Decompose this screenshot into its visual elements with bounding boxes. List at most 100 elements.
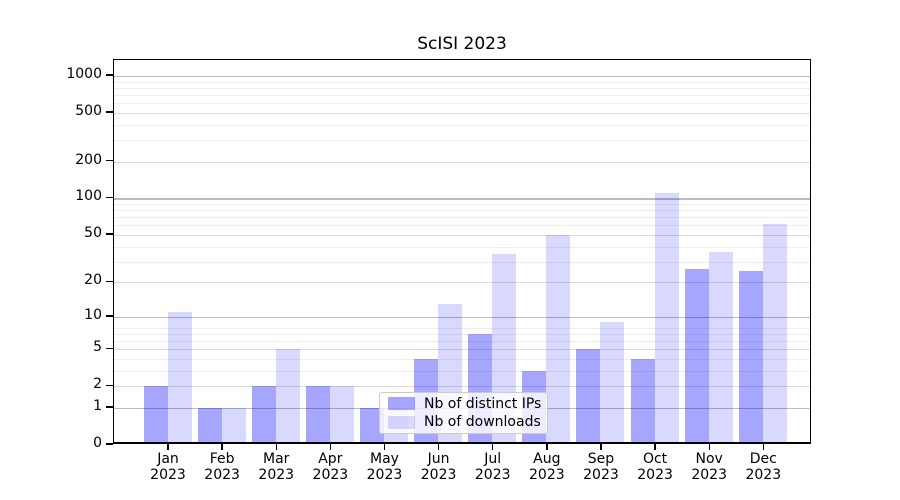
gridline bbox=[114, 349, 810, 351]
bar-distinct-ips bbox=[251, 386, 276, 442]
bar-downloads bbox=[600, 322, 625, 442]
bar-downloads bbox=[708, 252, 733, 442]
x-axis-tick bbox=[329, 444, 332, 450]
gridline bbox=[114, 261, 810, 263]
y-axis-tick-label: 10 bbox=[84, 306, 102, 323]
x-axis-tick bbox=[383, 444, 386, 450]
gridline bbox=[114, 217, 810, 219]
bar-distinct-ips bbox=[576, 349, 601, 442]
x-axis-tick bbox=[167, 444, 169, 450]
x-axis-tick-label: Mar 2023 bbox=[246, 451, 306, 483]
bar-distinct-ips bbox=[630, 359, 655, 442]
x-label-year: 2023 bbox=[637, 466, 673, 483]
y-axis-tick-label: 20 bbox=[84, 272, 102, 289]
legend-swatch-downloads bbox=[388, 415, 415, 429]
x-label-month: Jul bbox=[484, 451, 502, 467]
gridline bbox=[114, 81, 810, 83]
gridline bbox=[114, 210, 810, 212]
x-label-year: 2023 bbox=[258, 466, 295, 483]
gridline bbox=[114, 75, 810, 78]
gridline bbox=[114, 316, 810, 319]
legend-label-distinct-ips: Nb of distinct IPs bbox=[424, 395, 542, 412]
x-label-month: Mar bbox=[263, 451, 290, 467]
y-axis-tick-label: 1000 bbox=[66, 65, 102, 82]
y-axis-tick-label: 5 bbox=[93, 339, 102, 356]
x-axis-tick-label: Jun 2023 bbox=[409, 451, 469, 483]
y-axis-tick-label: 2 bbox=[93, 376, 102, 393]
x-label-year: 2023 bbox=[474, 466, 511, 483]
gridline bbox=[114, 103, 810, 105]
x-axis-tick bbox=[221, 444, 223, 450]
y-axis-tick bbox=[106, 160, 113, 162]
x-label-year: 2023 bbox=[204, 466, 240, 483]
x-axis-tick-label: Aug 2023 bbox=[517, 451, 577, 483]
legend-item-downloads: Nb of downloads bbox=[380, 414, 547, 430]
x-axis-tick bbox=[708, 444, 710, 450]
bar-downloads bbox=[167, 312, 192, 442]
gridline bbox=[114, 204, 810, 206]
x-label-year: 2023 bbox=[366, 466, 403, 483]
x-axis-tick bbox=[654, 444, 656, 450]
gridline bbox=[114, 87, 810, 89]
gridline bbox=[114, 124, 810, 126]
y-axis-tick bbox=[106, 315, 113, 317]
y-axis-tick-label: 100 bbox=[75, 188, 102, 205]
legend-label-downloads: Nb of downloads bbox=[424, 414, 541, 431]
gridline bbox=[114, 341, 810, 343]
bar-downloads bbox=[221, 407, 246, 442]
y-axis-tick bbox=[106, 111, 113, 113]
bar-distinct-ips bbox=[143, 386, 168, 442]
x-axis-tick-label: Nov 2023 bbox=[679, 451, 739, 483]
x-label-month: Nov bbox=[695, 451, 723, 467]
x-axis-tick-label: Jan 2023 bbox=[138, 451, 198, 483]
gridline bbox=[114, 327, 810, 329]
bar-distinct-ips bbox=[305, 386, 330, 442]
x-axis-tick bbox=[546, 444, 548, 450]
gridline bbox=[114, 386, 810, 388]
x-axis-tick-label: Jul 2023 bbox=[463, 451, 523, 483]
bar-distinct-ips bbox=[684, 268, 709, 442]
x-label-month: Oct bbox=[642, 451, 668, 467]
bar-distinct-ips bbox=[738, 270, 763, 442]
x-axis-tick bbox=[762, 444, 764, 450]
bar-downloads bbox=[762, 223, 787, 442]
x-label-month: Aug bbox=[533, 451, 561, 467]
y-axis-tick bbox=[106, 347, 113, 349]
gridline bbox=[114, 333, 810, 335]
x-label-month: Feb bbox=[209, 451, 235, 467]
y-axis-tick-label: 50 bbox=[84, 224, 102, 241]
x-label-month: Jun bbox=[427, 451, 450, 467]
x-axis-tick bbox=[600, 444, 602, 450]
y-axis-tick bbox=[106, 280, 113, 283]
x-label-year: 2023 bbox=[745, 466, 782, 483]
gridline bbox=[114, 140, 810, 142]
y-axis-tick bbox=[106, 384, 113, 386]
x-label-year: 2023 bbox=[420, 466, 457, 483]
x-axis-tick-label: Apr 2023 bbox=[300, 451, 360, 483]
y-axis-tick-label: 1 bbox=[93, 397, 102, 414]
gridline bbox=[114, 282, 810, 284]
bar-downloads bbox=[329, 386, 354, 442]
x-label-year: 2023 bbox=[691, 466, 727, 483]
x-axis-tick-label: Feb 2023 bbox=[192, 451, 252, 483]
legend-swatch-distinct-ips bbox=[388, 397, 415, 411]
gridline bbox=[114, 198, 810, 200]
gridline bbox=[114, 112, 810, 114]
x-label-month: Dec bbox=[749, 451, 777, 467]
x-axis-tick-label: Sep 2023 bbox=[571, 451, 631, 483]
x-label-month: Apr bbox=[318, 451, 343, 467]
y-axis-tick bbox=[106, 233, 113, 235]
legend-item-distinct-ips: Nb of distinct IPs bbox=[380, 396, 547, 412]
x-label-month: Sep bbox=[587, 451, 615, 467]
x-axis-tick bbox=[437, 444, 440, 450]
y-axis-tick-label: 0 bbox=[93, 435, 102, 451]
bar-downloads bbox=[275, 349, 300, 442]
gridline bbox=[114, 225, 810, 227]
y-axis-tick-label: 500 bbox=[75, 102, 102, 119]
legend: Nb of distinct IPs Nb of downloads bbox=[379, 392, 548, 434]
bar-distinct-ips bbox=[197, 407, 222, 442]
x-axis-tick-label: May 2023 bbox=[354, 451, 414, 483]
x-axis-tick bbox=[275, 444, 277, 450]
y-axis-tick bbox=[106, 196, 113, 199]
